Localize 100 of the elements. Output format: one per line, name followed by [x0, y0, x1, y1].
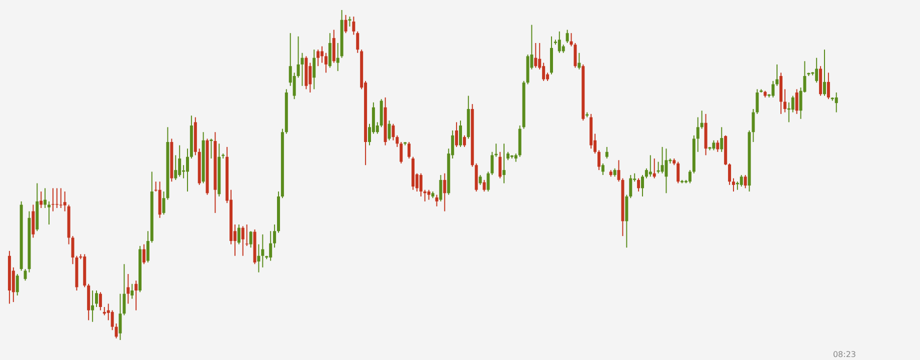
candlestick: [400, 142, 403, 164]
candlestick: [98, 292, 102, 311]
candlestick: [822, 49, 826, 96]
candlestick: [744, 174, 747, 189]
candlestick: [629, 174, 632, 199]
candlestick: [257, 244, 260, 273]
candlestick: [237, 224, 240, 245]
candlestick: [558, 30, 561, 54]
candlestick: [146, 230, 150, 263]
candlestick: [435, 194, 438, 207]
candlestick: [783, 88, 786, 113]
candlestick: [308, 62, 312, 93]
candlestick: [269, 230, 272, 262]
candlestick: [834, 92, 838, 113]
candlestick: [312, 49, 316, 90]
candlestick: [637, 178, 640, 192]
candlestick: [566, 29, 569, 44]
candlestick: [601, 162, 604, 176]
candlestick: [478, 174, 482, 186]
text: 08:23: [832, 350, 856, 359]
candlestick: [700, 110, 704, 130]
candlestick: [578, 52, 581, 70]
candlestick: [542, 62, 546, 82]
candlestick: [63, 191, 66, 212]
candlestick: [534, 42, 538, 68]
candlestick: [462, 134, 466, 148]
candlestick: [486, 171, 490, 192]
candlestick: [388, 120, 391, 141]
candlestick: [356, 30, 360, 54]
candlestick: [605, 146, 608, 159]
candlestick: [419, 172, 422, 197]
candlestick: [118, 293, 122, 340]
candlestick: [455, 122, 458, 148]
candlestick: [716, 140, 720, 152]
candlestick: [348, 16, 352, 27]
candlestick: [32, 204, 35, 238]
candlestick: [772, 80, 775, 98]
candlestick: [660, 146, 664, 174]
candlestick: [696, 116, 700, 152]
candlestick: [648, 154, 652, 178]
candlestick: [458, 120, 462, 148]
candlestick: [439, 174, 442, 202]
candlestick: [110, 310, 114, 331]
candlestick: [273, 224, 276, 248]
candlestick: [16, 274, 19, 296]
candlestick: [241, 226, 244, 256]
candlestick: [408, 142, 411, 159]
candlestick: [352, 16, 356, 36]
candlestick: [826, 72, 830, 100]
candlestick: [392, 123, 395, 141]
candlestick: [502, 143, 506, 184]
candlestick: [40, 191, 43, 208]
candlestick: [245, 224, 248, 246]
candlestick: [126, 274, 130, 304]
candlestick: [640, 174, 644, 197]
candlestick: [644, 168, 648, 179]
candlestick: [427, 189, 430, 200]
candlestick: [482, 179, 486, 192]
candlestick: [94, 290, 98, 308]
candlestick: [344, 14, 348, 34]
candlestick: [142, 244, 146, 265]
candlestick: [795, 88, 798, 114]
candlestick: [59, 188, 62, 208]
candlestick: [324, 52, 328, 74]
candlestick: [732, 178, 735, 192]
candlestick: [130, 283, 134, 300]
candlestick: [178, 144, 182, 178]
candlestick: [791, 95, 794, 113]
candlestick: [776, 64, 779, 86]
candlestick: [332, 29, 336, 64]
candlestick: [122, 264, 126, 316]
candlestick: [91, 290, 94, 322]
candlestick: [423, 189, 426, 202]
candlestick: [48, 200, 51, 225]
candlestick: [249, 230, 252, 248]
candlestick: [676, 161, 680, 184]
candlestick: [740, 174, 743, 188]
candlestick: [316, 49, 320, 67]
candlestick: [174, 154, 178, 180]
candlestick: [114, 323, 118, 339]
candlestick: [396, 134, 399, 148]
candlestick: [336, 42, 340, 72]
candlestick: [134, 280, 138, 311]
candlestick: [44, 188, 47, 208]
candlestick: [186, 148, 189, 192]
candlestick: [443, 172, 446, 212]
candlestick: [652, 158, 656, 179]
candlestick: [720, 126, 724, 152]
candlestick: [261, 234, 264, 268]
candlestick: [490, 151, 494, 176]
candlestick: [712, 140, 716, 151]
candlestick: [320, 46, 324, 64]
candlestick: [688, 170, 692, 184]
candlestick: [328, 32, 332, 68]
candlestick: [728, 162, 732, 186]
candlestick: [210, 138, 213, 159]
candlestick: [815, 57, 818, 84]
candlestick: [664, 148, 668, 194]
candlestick: [597, 150, 600, 171]
candlestick: [498, 151, 502, 179]
